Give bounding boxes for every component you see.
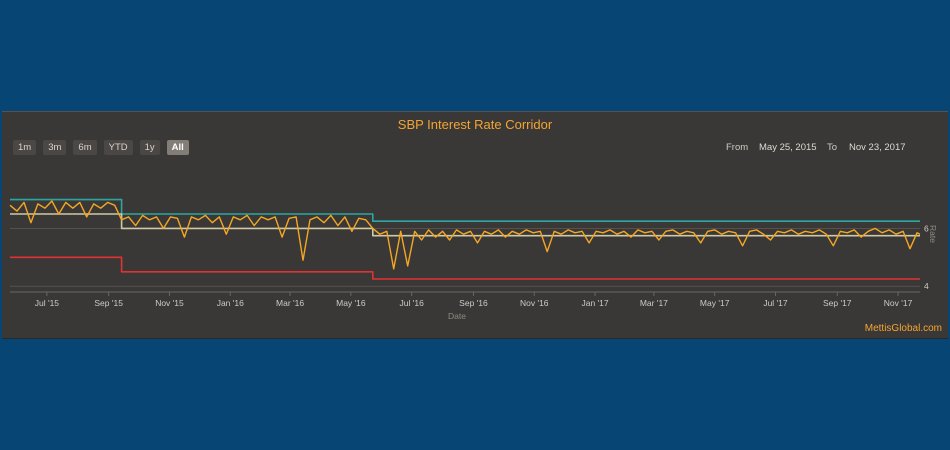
x-tick-label-9: Jan '17 — [581, 298, 608, 308]
x-tick-label-6: Jul '16 — [400, 298, 425, 308]
series-line-policy — [10, 213, 920, 237]
x-tick-label-11: May '17 — [700, 298, 730, 308]
range-button-all[interactable]: All — [166, 140, 189, 155]
range-from-input[interactable]: May 25, 2015 — [759, 142, 817, 153]
range-button-3m[interactable]: 3m — [43, 140, 67, 155]
y-tick-label-1: 6 — [924, 223, 929, 233]
x-tick-label-14: Nov '17 — [884, 298, 913, 308]
x-tick-label-0: Jul '15 — [35, 298, 60, 308]
chart-title: SBP Interest Rate Corridor — [397, 117, 553, 132]
x-tick-label-2: Nov '15 — [155, 298, 184, 308]
range-selector-buttons: 1m 3m 6m YTD 1y All — [13, 140, 189, 155]
credit-link[interactable]: MettisGlobal.com — [864, 323, 942, 334]
chart-canvas: Jul '15 Sep '15 Nov '15 Jan '16 Mar '16 May '… — [9, 198, 938, 321]
y-tick-label-0: 4 — [924, 281, 929, 291]
range-to-label: To — [827, 142, 838, 153]
series-line-ceiling — [10, 198, 920, 222]
range-button-1y[interactable]: 1y — [139, 140, 160, 155]
x-axis-title: Date — [448, 311, 466, 321]
x-tick-label-5: May '16 — [336, 298, 366, 308]
x-tick-label-4: Mar '16 — [276, 298, 304, 308]
series-line-floor — [10, 256, 920, 280]
series-line-overnight — [9, 200, 921, 270]
y-axis-title: Rate — [928, 225, 938, 243]
range-from-label: From — [726, 142, 749, 153]
x-tick-label-1: Sep '15 — [94, 298, 123, 308]
x-tick-label-12: Jul '17 — [763, 298, 788, 308]
x-tick-label-10: Mar '17 — [640, 298, 668, 308]
range-button-ytd[interactable]: YTD — [103, 140, 133, 155]
range-button-1m[interactable]: 1m — [13, 140, 37, 155]
range-to-input[interactable]: Nov 23, 2017 — [849, 142, 906, 153]
chart-panel: Jul '15 Sep '15 Nov '15 Jan '16 Mar '16 May '… — [2, 111, 948, 339]
x-tick-label-7: Sep '16 — [459, 298, 488, 308]
x-tick-label-13: Sep '17 — [823, 298, 852, 308]
x-tick-label-8: Nov '16 — [520, 298, 549, 308]
range-button-6m[interactable]: 6m — [73, 140, 97, 155]
x-tick-label-3: Jan '16 — [217, 298, 244, 308]
